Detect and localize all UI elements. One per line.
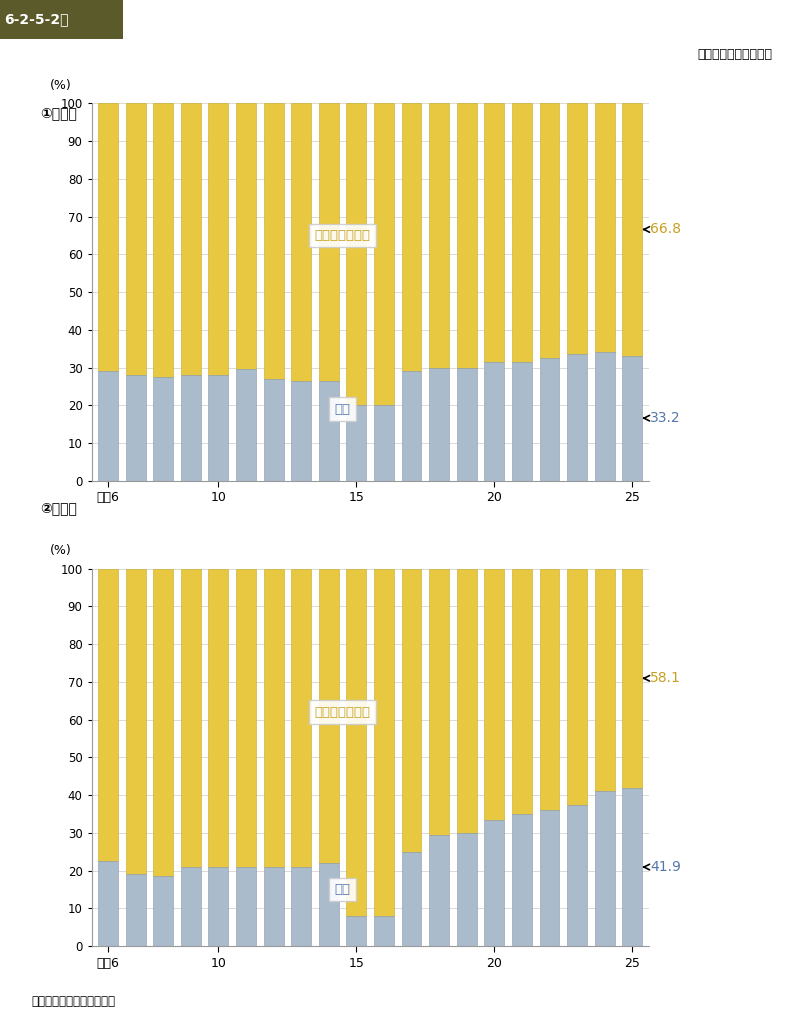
Text: 6-2-5-2図: 6-2-5-2図 [4,12,68,27]
Bar [622,103,642,356]
Bar [236,103,256,369]
Bar [567,569,587,804]
Bar [98,103,118,371]
Bar [154,377,174,481]
Bar [154,876,174,946]
Bar [567,103,587,355]
Bar [402,103,421,371]
Text: (%): (%) [50,79,72,92]
Bar [181,103,201,375]
Bar [484,820,504,946]
Bar [429,103,449,368]
Bar [346,916,366,946]
Text: 窃盗以外の罪名: 窃盗以外の罪名 [314,229,371,242]
Bar [126,375,146,481]
Bar [429,368,449,481]
Bar [209,569,228,866]
Bar [567,804,587,946]
Text: 33.2: 33.2 [650,412,681,425]
Bar [319,103,338,381]
Bar [291,569,311,866]
Text: 窃盗: 窃盗 [334,883,350,896]
Text: 注　矯正統計年報による。: 注 矯正統計年報による。 [32,995,116,1008]
Bar [154,569,174,876]
Bar [595,569,615,791]
Bar [346,103,366,405]
Bar [126,569,146,875]
Bar [291,103,311,381]
Text: 窃盗: 窃盗 [334,402,350,416]
Bar [512,362,532,481]
Bar [181,375,201,481]
Bar [540,569,560,811]
Text: （平成６年～２５年）: （平成６年～２５年） [697,49,772,61]
Bar [346,405,366,481]
Text: ②　女子: ② 女子 [40,501,76,516]
Bar [0,0,123,39]
Bar [622,569,642,788]
Bar [263,378,283,481]
Bar [263,103,283,378]
Bar [126,103,146,375]
Bar [319,381,338,481]
Text: 58.1: 58.1 [650,671,681,686]
Bar [98,569,118,861]
Bar [319,569,338,863]
Bar [236,569,256,866]
Bar [484,569,504,820]
Bar [512,814,532,946]
Bar [567,355,587,481]
Bar [622,356,642,481]
Text: ①　総数: ① 総数 [40,107,76,121]
Bar [402,569,421,852]
Bar [374,569,394,916]
Bar [181,866,201,946]
Bar [484,103,504,362]
Text: 41.9: 41.9 [650,860,681,874]
Bar [374,103,394,405]
Bar [209,866,228,946]
Bar [209,103,228,375]
Text: 66.8: 66.8 [650,222,681,237]
Bar [291,381,311,481]
Bar [484,362,504,481]
Bar [374,916,394,946]
Bar [540,358,560,481]
Bar [540,811,560,946]
Bar [622,788,642,946]
Bar [374,405,394,481]
Text: 窃盗以外の罪名: 窃盗以外の罪名 [314,705,371,719]
Bar [402,852,421,946]
Text: 全入所受刑者に占める窃盗の構成比の推移（総数・女子）: 全入所受刑者に占める窃盗の構成比の推移（総数・女子） [127,12,345,27]
Bar [429,569,449,834]
Bar [236,866,256,946]
Bar [595,791,615,946]
Bar [540,103,560,358]
Bar [457,569,477,833]
Bar [236,369,256,481]
Bar [457,368,477,481]
Bar [291,866,311,946]
Bar [595,103,615,353]
Bar [126,875,146,946]
Bar [263,866,283,946]
Bar [346,569,366,916]
Bar [98,371,118,481]
Bar [512,569,532,814]
Bar [181,569,201,866]
Bar [319,863,338,946]
Bar [429,834,449,946]
Bar [154,103,174,377]
Bar [98,861,118,946]
Bar [595,353,615,481]
Text: (%): (%) [50,544,72,557]
Bar [457,103,477,368]
Bar [457,833,477,946]
Bar [263,569,283,866]
Bar [402,371,421,481]
Bar [512,103,532,362]
Bar [209,375,228,481]
